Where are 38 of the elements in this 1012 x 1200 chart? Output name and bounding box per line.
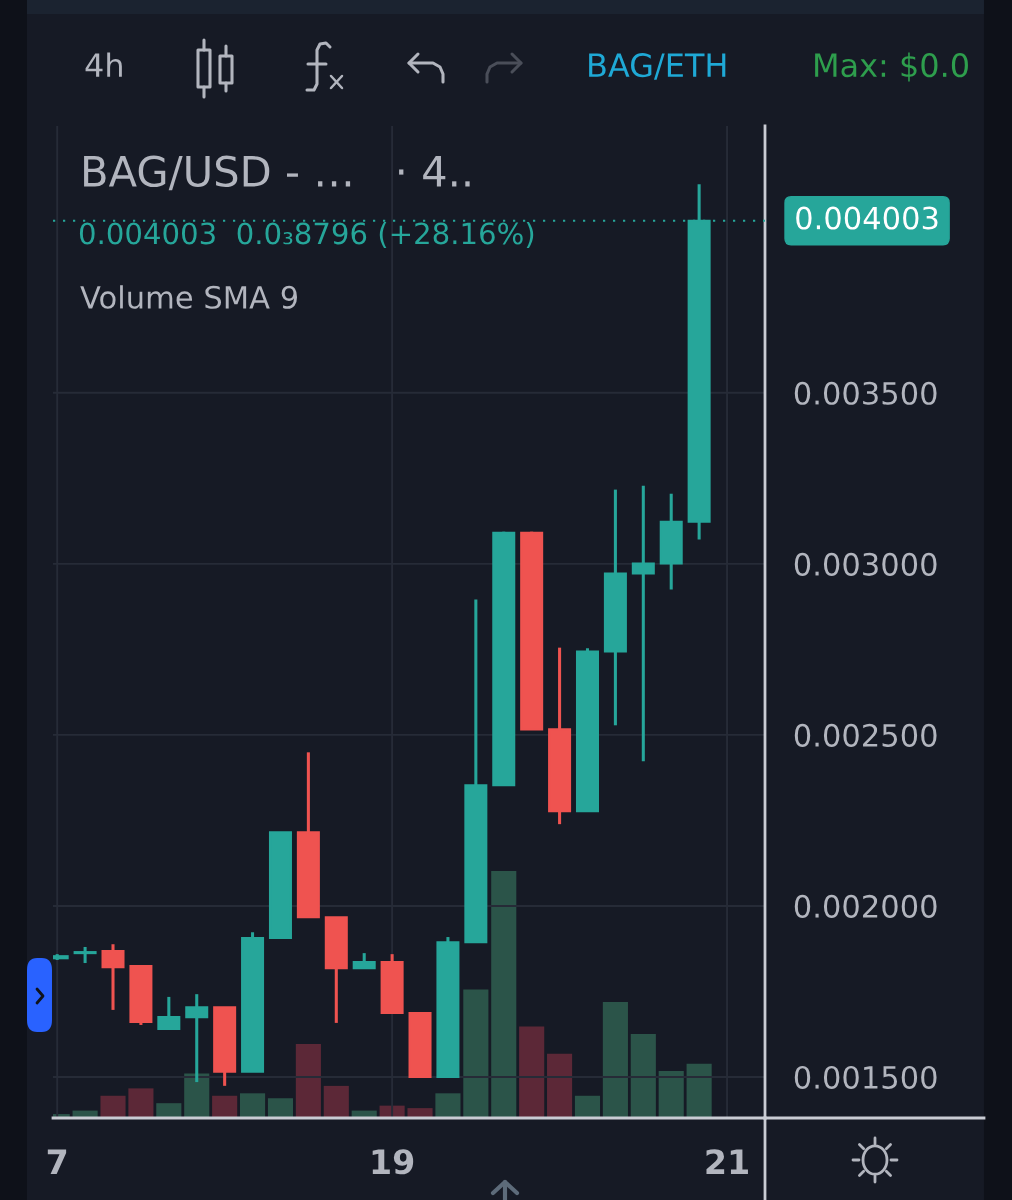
bar: [435, 1093, 461, 1118]
text: 4h: [85, 52, 122, 77]
bar: [491, 871, 517, 1118]
annotation: Volume SMA 9: [80, 285, 298, 309]
bar: [156, 1103, 182, 1118]
text: Max: $0.0: [815, 52, 968, 82]
bar: [658, 1071, 684, 1118]
bar: [240, 1093, 266, 1118]
bar: [574, 1095, 601, 1118]
candlestick: [101, 944, 125, 1010]
bar: [100, 1095, 126, 1118]
bar: [547, 1053, 573, 1118]
x-tick-label: 7: [47, 1149, 67, 1174]
bar: [323, 1085, 349, 1118]
bar: [463, 989, 489, 1118]
bar: [128, 1088, 154, 1118]
text: BAG/ETH: [589, 53, 726, 80]
ref-line-label: 0.004003: [796, 206, 938, 230]
candlestick: [631, 484, 655, 763]
x-tick-label: 21: [706, 1149, 748, 1174]
candlestick: [157, 995, 181, 1031]
y-tick-label: 0.002000: [794, 894, 937, 918]
bar: [630, 1034, 656, 1118]
bar: [295, 1043, 321, 1118]
bar: [267, 1098, 294, 1118]
x-tick-label: 19: [372, 1149, 414, 1175]
bar: [519, 1026, 545, 1118]
text: 0.004003 0.0₃8796 (+28.16%): [79, 221, 534, 248]
y-tick-label: 0.001500: [794, 1065, 937, 1089]
y-tick-label: 0.003000: [794, 552, 937, 576]
bar: [212, 1095, 238, 1118]
bar: [184, 1073, 210, 1118]
bar: [407, 1108, 433, 1118]
bar: [602, 1001, 628, 1118]
text: BAG/USD - … · 4..: [84, 155, 470, 191]
y-tick-label: 0.003500: [794, 381, 937, 405]
y-tick-label: 0.002500: [794, 723, 937, 747]
bar: [686, 1063, 712, 1118]
